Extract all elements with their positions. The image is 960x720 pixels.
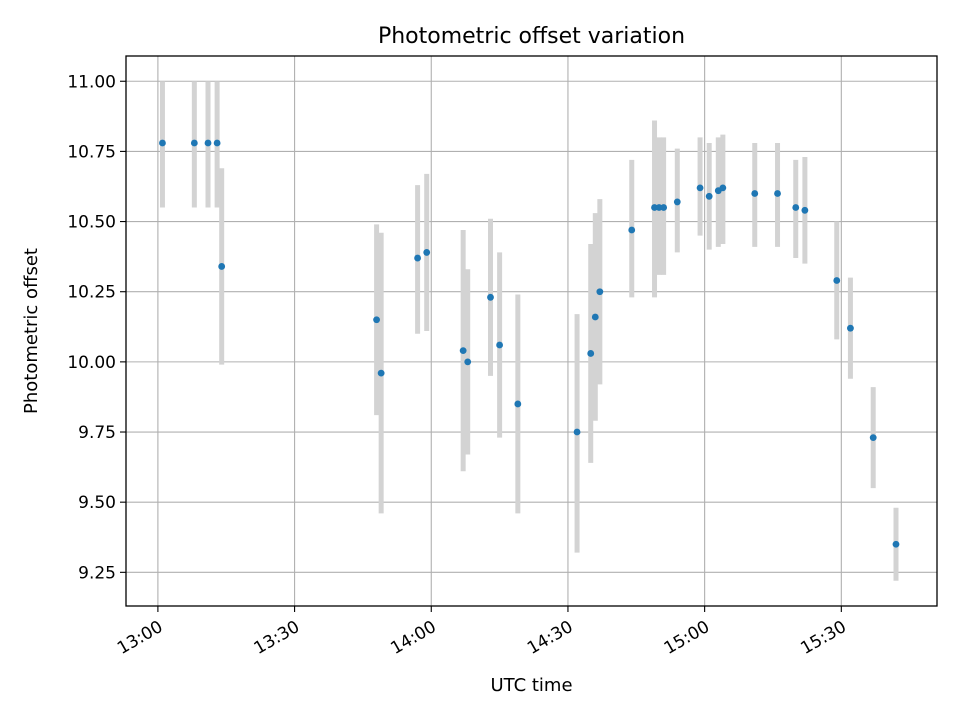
data-point xyxy=(496,341,504,349)
x-tick-label: 14:00 xyxy=(387,617,439,659)
y-axis-label: Photometric offset xyxy=(21,248,42,414)
data-point xyxy=(719,184,727,192)
x-axis-label: UTC time xyxy=(490,675,572,696)
data-point xyxy=(628,226,636,234)
data-point xyxy=(591,313,599,321)
plot-area-frame xyxy=(125,55,938,607)
data-point xyxy=(751,190,759,197)
grid xyxy=(126,56,937,606)
data-point xyxy=(792,204,800,211)
data-point xyxy=(596,288,604,296)
data-point xyxy=(847,324,854,332)
data-point xyxy=(213,139,221,147)
y-tick-label: 11.00 xyxy=(67,72,116,92)
chart-title: Photometric offset variation xyxy=(378,24,685,49)
data-point xyxy=(159,139,166,147)
data-point xyxy=(705,192,713,200)
data-point xyxy=(487,293,494,301)
x-tick-label: 15:00 xyxy=(661,617,713,659)
data-point xyxy=(673,198,681,206)
data-point xyxy=(204,139,212,147)
ticks: 13:00 13:30 14:00 14:30 15:00 15:30 9.25 9.50 9.… xyxy=(67,72,849,659)
data-point xyxy=(464,358,472,366)
data-point xyxy=(573,428,581,436)
data-point xyxy=(423,249,431,256)
data-point xyxy=(377,369,385,377)
data-point xyxy=(514,400,522,408)
x-tick-label: 15:30 xyxy=(797,617,849,659)
y-tick-label: 10.75 xyxy=(67,142,116,162)
y-tick-label: 10.50 xyxy=(67,213,116,233)
y-tick-label: 9.25 xyxy=(78,563,116,583)
data-points xyxy=(159,139,900,548)
data-point xyxy=(190,139,198,147)
data-point xyxy=(696,184,704,192)
data-point xyxy=(459,347,467,355)
data-point xyxy=(660,204,668,211)
data-point xyxy=(833,277,841,284)
data-point xyxy=(414,254,421,262)
x-tick-label: 13:30 xyxy=(251,617,303,659)
data-point xyxy=(774,190,781,197)
data-point xyxy=(218,263,226,270)
x-tick-label: 13:00 xyxy=(114,617,166,659)
y-tick-label: 9.75 xyxy=(78,423,116,443)
data-point xyxy=(801,206,809,214)
data-point xyxy=(587,350,595,357)
x-tick-label: 14:30 xyxy=(524,617,576,659)
data-point xyxy=(892,540,900,548)
y-tick-label: 10.25 xyxy=(67,283,116,303)
error-bars xyxy=(159,81,899,581)
data-point xyxy=(373,316,380,324)
y-tick-label: 9.50 xyxy=(78,493,116,513)
data-point xyxy=(869,434,877,442)
y-tick-label: 10.00 xyxy=(67,353,116,373)
